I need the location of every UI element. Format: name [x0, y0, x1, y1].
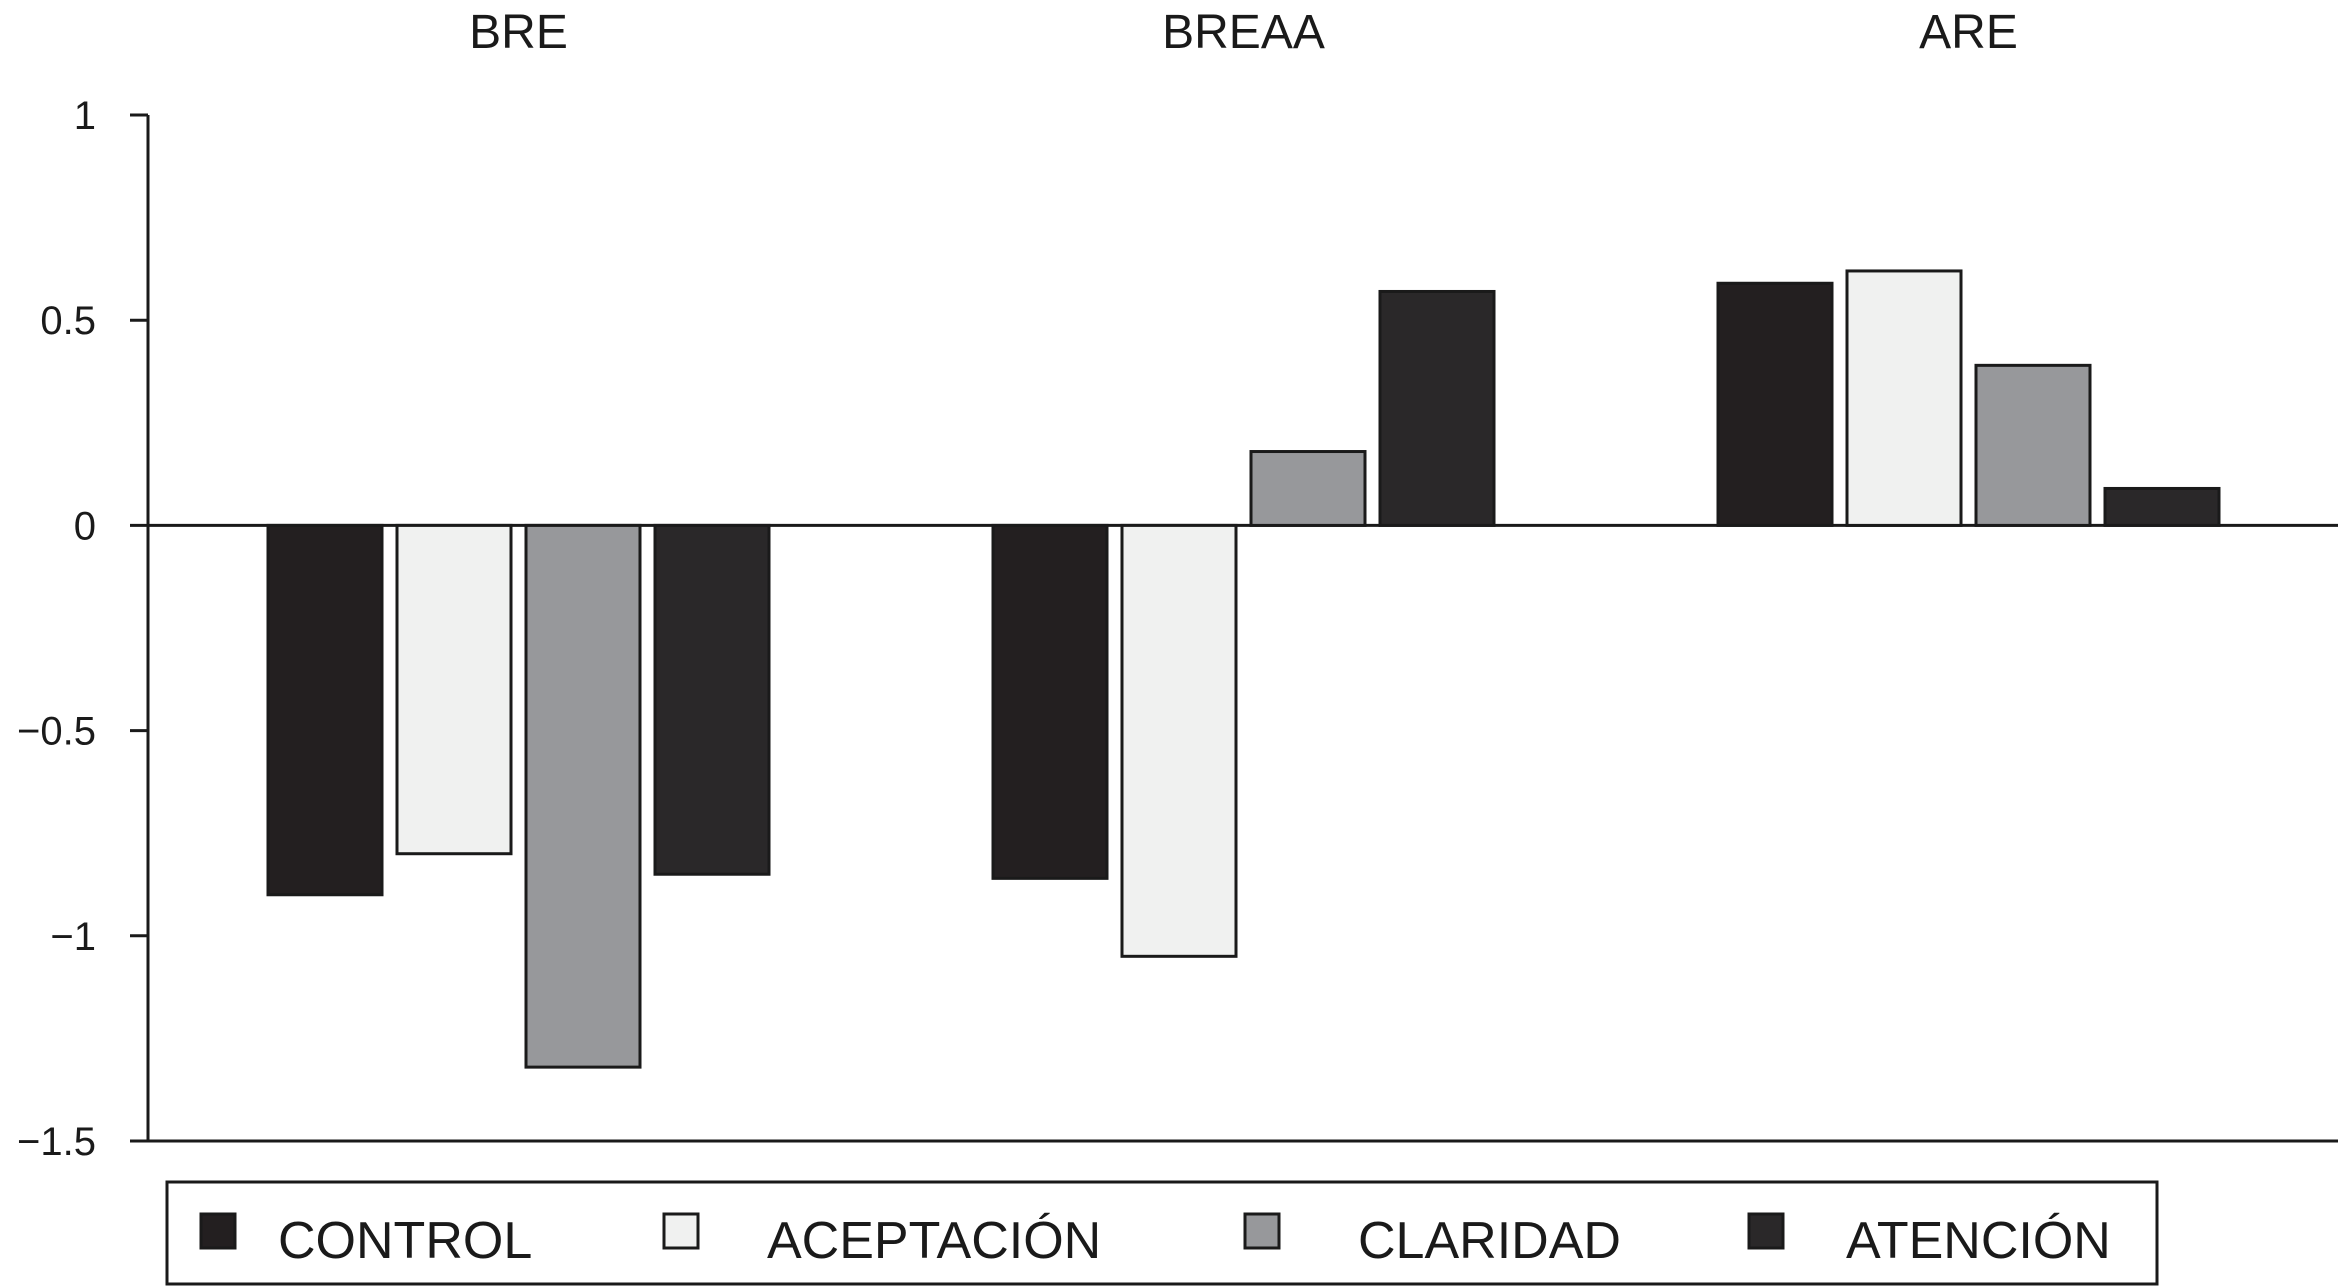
legend-swatch-control: [199, 1212, 237, 1250]
y-tick-label: 0.5: [40, 299, 96, 343]
legend-swatch-claridad: [1243, 1212, 1281, 1250]
bar-are-control: [1716, 281, 1834, 527]
category-labels: BRE BREAA ARE: [469, 6, 2018, 59]
bar-are-aceptacion: [1845, 269, 1963, 527]
bar-bre-atencion: [653, 523, 771, 876]
bar-breaa-control: [991, 523, 1109, 880]
y-tick-label: −1: [50, 915, 96, 959]
category-label-bre: BRE: [469, 6, 568, 59]
bar-breaa-atencion: [1378, 289, 1496, 527]
bar-breaa-aceptacion: [1120, 523, 1238, 958]
legend-label-claridad: CLARIDAD: [1358, 1212, 1621, 1270]
bars: [266, 269, 2221, 1069]
y-tick-label: 0: [74, 504, 96, 548]
legend-swatch-atencion: [1747, 1212, 1785, 1250]
legend: CONTROL ACEPTACIÓN CLARIDAD ATENCIÓN: [165, 1180, 2159, 1286]
bar-are-claridad: [1974, 363, 2092, 527]
axes: 1 0.5 0 −0.5 −1 −1.5: [17, 94, 2338, 1164]
legend-label-aceptacion: ACEPTACIÓN: [767, 1212, 1101, 1270]
category-label-breaa: BREAA: [1162, 6, 1325, 59]
y-tick-label: 1: [74, 94, 96, 138]
y-tick-label: −1.5: [17, 1120, 96, 1164]
legend-box: [165, 1180, 2159, 1286]
bar-breaa-claridad: [1249, 450, 1367, 527]
legend-label-control: CONTROL: [278, 1212, 532, 1270]
y-tick-label: −0.5: [17, 710, 96, 754]
category-label-are: ARE: [1919, 6, 2018, 59]
bar-bre-claridad: [524, 523, 642, 1069]
bar-are-atencion: [2103, 486, 2221, 527]
bar-bre-control: [266, 523, 384, 897]
legend-swatch-aceptacion: [662, 1212, 700, 1250]
bar-bre-aceptacion: [395, 523, 513, 856]
legend-label-atencion: ATENCIÓN: [1846, 1212, 2111, 1270]
